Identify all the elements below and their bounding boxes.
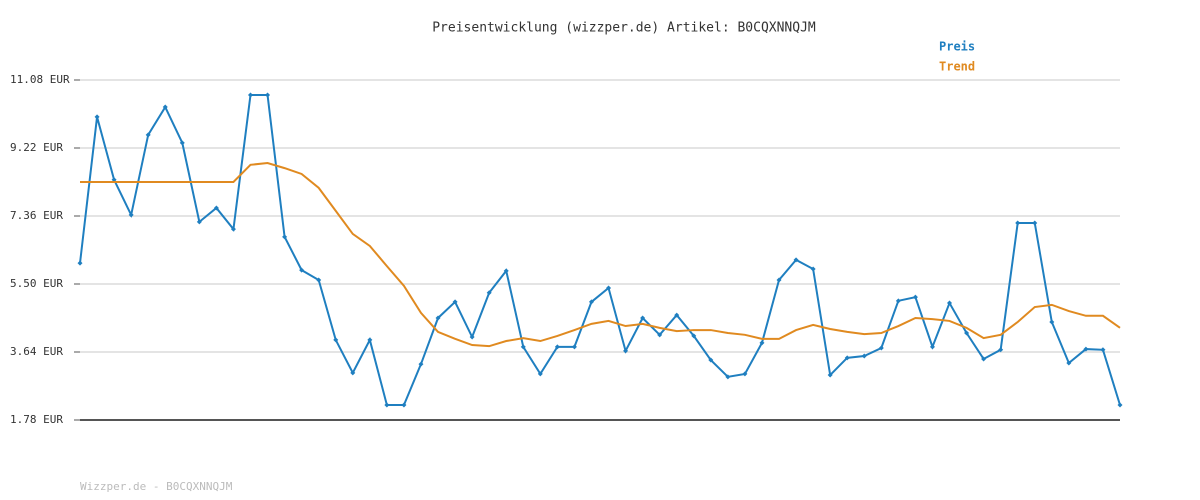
y-tick-label: 7.36 EUR [10,209,63,222]
point [520,344,526,350]
point [316,277,322,283]
point [776,277,782,283]
point [1100,347,1106,353]
point [844,355,850,361]
point [878,345,884,351]
point [77,260,83,266]
point [179,140,185,146]
point [588,299,594,305]
point [299,267,305,273]
point [162,104,168,110]
point [401,402,407,408]
point [554,344,560,350]
point [929,344,935,350]
point [912,294,918,300]
point [725,374,731,380]
point [469,334,475,340]
series-line [79,93,1121,407]
point [861,353,867,359]
point [384,402,390,408]
footer: Wizzper.de - B0CQXNNQJM [80,480,233,493]
point [503,268,509,274]
point [1032,220,1038,226]
legend-label: Trend [939,60,975,74]
point [145,132,151,138]
series-line [80,161,1121,348]
point [1049,319,1055,325]
point [981,356,987,362]
point [895,298,901,304]
y-tick-label: 11.08 EUR [10,73,70,86]
point [793,257,799,263]
point [94,114,100,120]
point [452,299,458,305]
point [623,348,629,354]
point [1083,346,1089,352]
point [537,371,543,377]
point [571,344,577,350]
y-tick-label: 3.64 EUR [10,345,63,358]
point [674,312,680,318]
y-tick-label: 5.50 EUR [10,277,63,290]
y-tick-label: 1.78 EUR [10,413,63,426]
point [333,337,339,343]
point [213,205,219,211]
y-tick-label: 9.22 EUR [10,141,63,154]
point [810,266,816,272]
point [998,347,1004,353]
point [265,92,271,98]
point [230,226,236,232]
point [691,333,697,339]
point [657,332,663,338]
point [606,285,612,291]
point [435,315,441,321]
point [759,340,765,346]
point [128,212,134,218]
point [708,357,714,363]
point [1015,220,1021,226]
legend-label: Preis [939,40,975,54]
point [947,300,953,306]
point [964,330,970,336]
point [196,219,202,225]
point [1117,402,1123,408]
point [827,372,833,378]
point [486,290,492,296]
point [640,315,646,321]
point [1066,360,1072,366]
chart-title: Preisentwicklung (wizzper.de) Artikel: B… [432,21,816,36]
point [742,371,748,377]
point [418,361,424,367]
point [350,370,356,376]
point [367,337,373,343]
point [282,234,288,240]
point [247,92,253,98]
